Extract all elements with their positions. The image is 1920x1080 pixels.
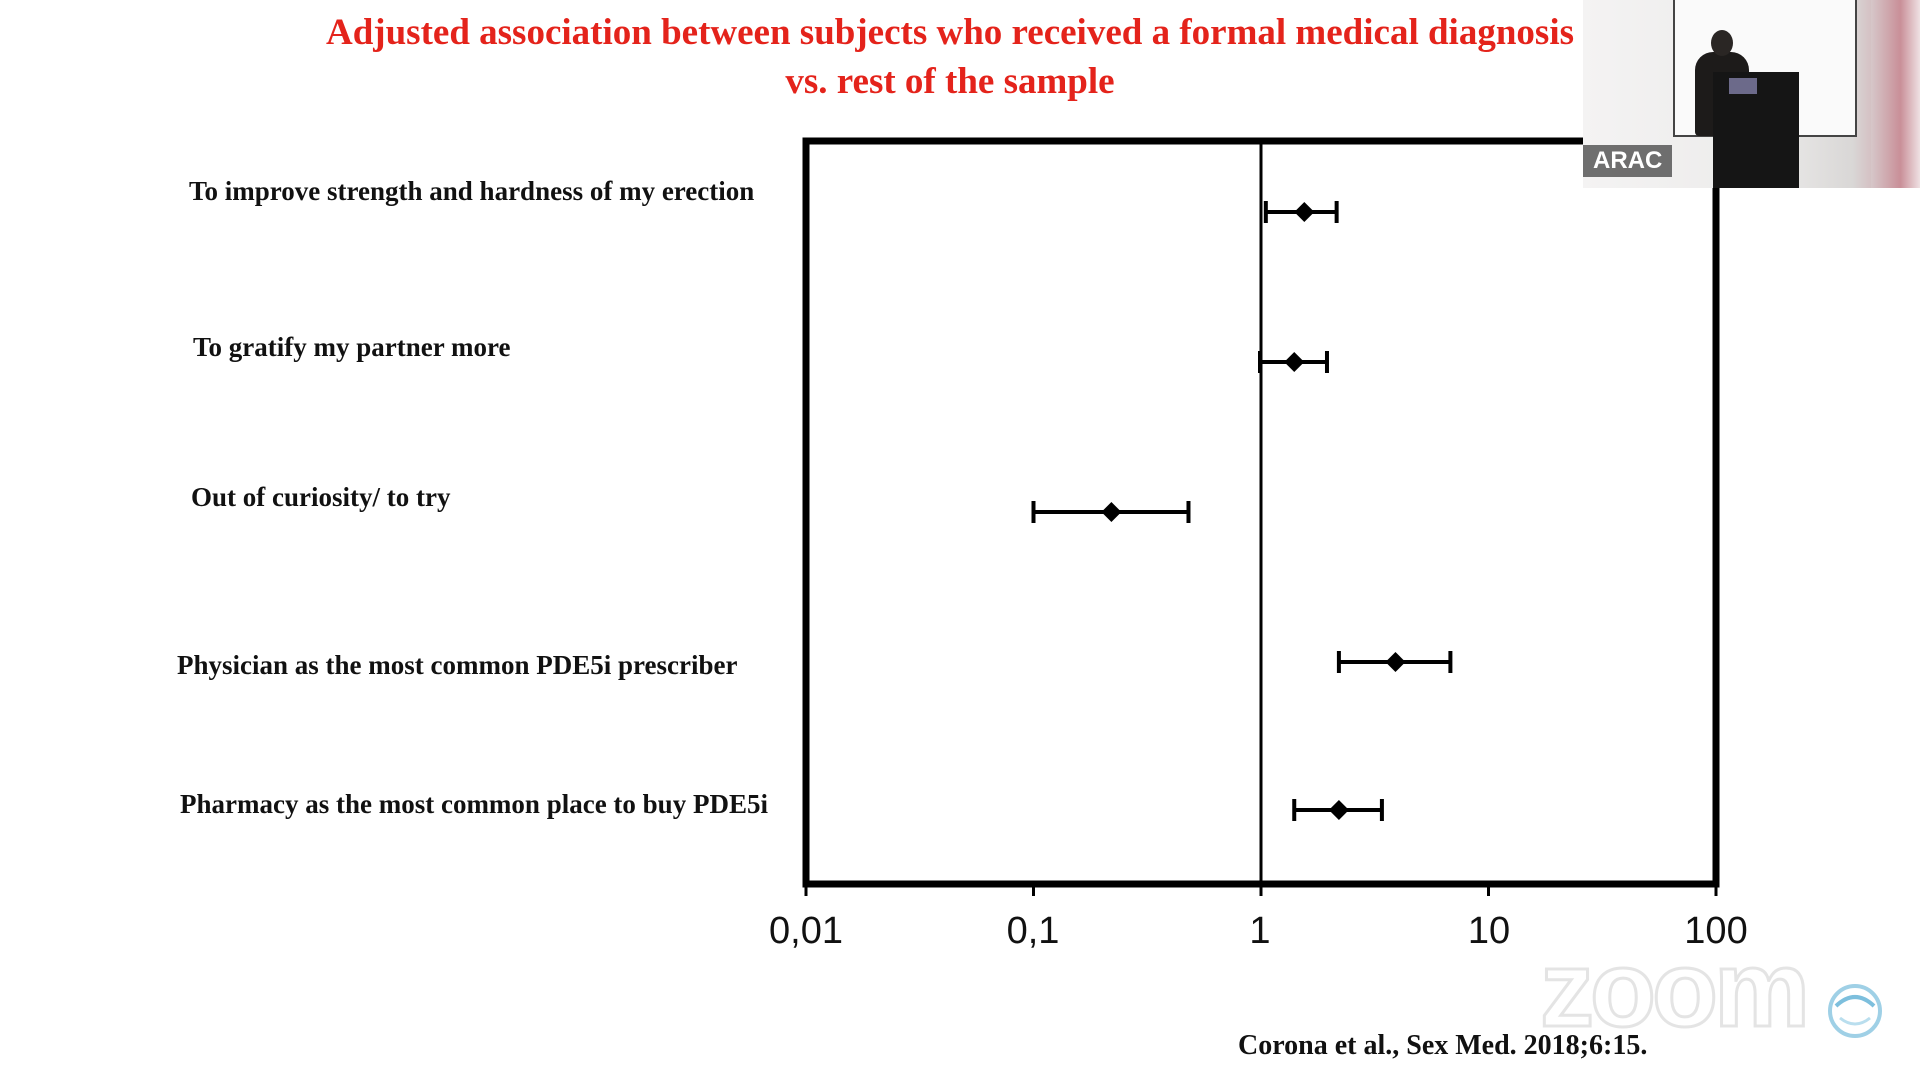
row-label-5: Pharmacy as the most common place to buy… [180, 789, 768, 819]
slide-title-line-1: Adjusted association between subjects wh… [325, 12, 1574, 53]
webcam-thumbnail[interactable]: ARAC [1583, 0, 1920, 188]
row-label-1: To improve strength and hardness of my e… [189, 176, 755, 206]
row-label-2: To gratify my partner more [193, 332, 511, 362]
zoom-watermark: zoom [1539, 928, 1812, 1049]
podium-monitor [1729, 78, 1757, 94]
estimate-marker-3 [1101, 502, 1122, 522]
society-logo-icon [1828, 984, 1882, 1038]
estimate-marker-5 [1328, 800, 1349, 820]
x-tick-label-0.1: 0,1 [1006, 910, 1060, 952]
row-label-3: Out of curiosity/ to try [191, 482, 451, 512]
speaker-head [1711, 30, 1733, 56]
x-tick-label-10: 10 [1467, 910, 1511, 952]
slide-title-line-2: vs. rest of the sample [785, 61, 1115, 102]
row-label-4: Physician as the most common PDE5i presc… [177, 650, 738, 680]
estimate-marker-2 [1284, 352, 1305, 372]
citation: Corona et al., Sex Med. 2018;6:15. [1238, 1030, 1648, 1061]
x-tick-label-100: 100 [1684, 910, 1748, 952]
estimate-marker-4 [1385, 652, 1406, 672]
x-tick-label-1: 1 [1249, 910, 1271, 952]
participant-name-tag: ARAC [1583, 145, 1673, 177]
webcam-background-strip [1871, 0, 1920, 188]
estimate-marker-1 [1294, 202, 1315, 222]
x-tick-label-0.01: 0,01 [769, 910, 843, 952]
slide-title: Adjusted association between subjects wh… [200, 8, 1700, 106]
